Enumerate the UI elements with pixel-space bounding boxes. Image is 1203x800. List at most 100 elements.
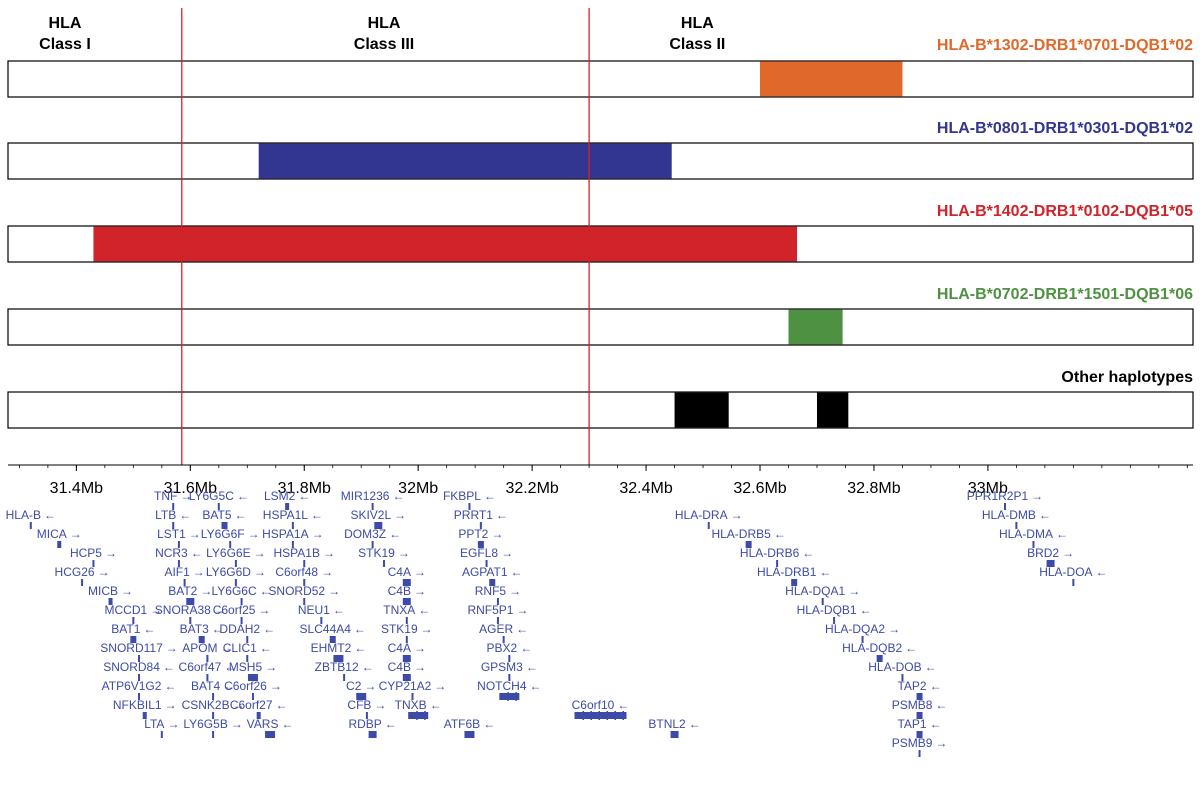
gene-label: HSPA1L ←	[263, 508, 323, 522]
gene-annotation: HLA-DRB1 ←	[757, 565, 831, 586]
gene-label: PSMB9 →	[892, 736, 948, 750]
gene-model-mark	[402, 579, 411, 586]
region-label-name: HLA	[368, 15, 401, 32]
gene-annotation: C4A →	[388, 565, 426, 586]
gene-name: TAP1	[897, 717, 926, 731]
gene-annotation: C6orf26 →	[224, 679, 282, 700]
gene-name: NCR3	[155, 546, 188, 560]
gene-annotation: RNF5 →	[475, 584, 521, 605]
gene-label: PBX2 ←	[487, 641, 533, 655]
gene-model-mark	[365, 712, 368, 719]
gene-label: SLC44A4 ←	[300, 622, 366, 636]
gene-label: LSM2 ←	[264, 489, 310, 503]
gene-label: C6orf26 →	[224, 679, 282, 693]
gene-direction-arrow: ←	[164, 679, 176, 693]
gene-model-mark	[247, 674, 258, 681]
gene-exon-mark	[582, 711, 584, 720]
haplotype-tracks: HLA-B*1302-DRB1*0701-DQB1*02 HLA-B*0801-D…	[7, 37, 1194, 429]
gene-label: EHMT2 ←	[311, 641, 367, 655]
gene-annotation: HLA-DRB5 ←	[711, 527, 786, 548]
gene-label: LTB ←	[155, 508, 191, 522]
gene-model-mark	[745, 541, 752, 548]
gene-name: CSNK2B	[182, 698, 230, 712]
gene-annotation: ZBTB12 ←	[315, 660, 374, 681]
gene-annotation: MICA →	[37, 527, 82, 548]
gene-direction-arrow: →	[200, 584, 212, 598]
gene-name: TNXA	[383, 603, 415, 617]
gene-annotation: EHMT2 ←	[311, 641, 367, 662]
gene-label: NEU1 ←	[298, 603, 345, 617]
gene-direction-arrow: ←	[260, 584, 272, 598]
gene-name: HSPA1L	[263, 508, 308, 522]
gene-model-mark	[172, 503, 175, 510]
gene-model-mark	[246, 655, 249, 662]
gene-direction-arrow: →	[167, 717, 179, 731]
gene-model-mark	[901, 674, 904, 681]
gene-direction-arrow: ←	[389, 527, 401, 541]
gene-annotation: HLA-DQA1 →	[785, 584, 860, 605]
gene-model-mark	[81, 579, 84, 586]
gene-label: C4A →	[388, 565, 426, 579]
gene-name: AGER	[479, 622, 513, 636]
gene-name: BRD2	[1027, 546, 1059, 560]
gene-label: PPR1R2P1 →	[967, 489, 1043, 503]
gene-label: LY6G5C ←	[189, 489, 249, 503]
gene-name: C4A	[388, 565, 411, 579]
gene-name: AIF1	[164, 565, 190, 579]
gene-exon-mark	[507, 692, 509, 701]
gene-model-mark	[303, 560, 306, 567]
gene-model-mark	[198, 636, 205, 643]
gene-name: SNORD117	[100, 641, 163, 655]
gene-annotation: SNORA38 →	[155, 603, 226, 624]
gene-name: CLIC1	[223, 641, 257, 655]
gene-model-mark	[177, 560, 180, 567]
gene-model-mark	[485, 560, 488, 567]
gene-model-mark	[356, 693, 367, 700]
gene-annotation: SNORD52 →	[268, 584, 340, 605]
gene-label: RDBP ←	[348, 717, 396, 731]
haplotype-track: HLA-B*0801-DRB1*0301-DQB1*02	[7, 120, 1194, 180]
gene-name: C6orf26	[224, 679, 267, 693]
gene-annotation: LTA →	[144, 717, 179, 738]
gene-direction-arrow: ←	[235, 508, 247, 522]
gene-label: HCP5 →	[70, 546, 117, 560]
gene-name: DDAH2	[219, 622, 260, 636]
gene-label: CYP21A2 →	[379, 679, 447, 693]
gene-annotation: C6orf48 →	[275, 565, 333, 586]
gene-name: HLA-DOB	[868, 660, 921, 674]
gene-annotation: PBX2 ←	[487, 641, 533, 662]
gene-model-mark	[132, 617, 135, 624]
gene-model-mark	[402, 598, 411, 605]
gene-name: LTA	[144, 717, 164, 731]
gene-name: C6orf48	[275, 565, 318, 579]
gene-name: C2	[346, 679, 362, 693]
gene-direction-arrow: ←	[237, 489, 249, 503]
gene-name: C6orf47	[179, 660, 222, 674]
gene-annotation: PSMB9 →	[892, 736, 948, 757]
gene-model-mark	[383, 560, 386, 567]
gene-model-mark	[256, 712, 261, 719]
gene-model-mark	[479, 522, 482, 529]
gene-direction-arrow: →	[323, 546, 335, 560]
gene-direction-arrow: ←	[526, 660, 538, 674]
gene-label: TNXA ←	[383, 603, 430, 617]
gene-name: C4B	[388, 584, 411, 598]
gene-model-mark	[138, 655, 141, 662]
gene-annotation: HCG26 →	[55, 565, 110, 586]
gene-annotation: LSM2 ←	[264, 489, 310, 510]
gene-direction-arrow: ←	[516, 622, 528, 636]
gene-direction-arrow: ←	[44, 508, 56, 522]
gene-name: NFKBIL1	[113, 698, 162, 712]
gene-direction-arrow: ←	[860, 603, 872, 617]
gene-direction-arrow: →	[270, 679, 282, 693]
gene-annotation: HLA-DRA →	[675, 508, 743, 529]
gene-annotation: DOM3Z ←	[344, 527, 401, 548]
gene-annotation: SNORD84 ←	[103, 660, 175, 681]
gene-annotation: HLA-DQA2 →	[825, 622, 900, 643]
gene-label: ZBTB12 ←	[315, 660, 374, 674]
gene-model-mark	[206, 674, 209, 681]
gene-direction-arrow: →	[193, 565, 205, 579]
axis-tick-label: 32.4Mb	[619, 480, 672, 497]
gene-label: TNF →	[154, 489, 192, 503]
